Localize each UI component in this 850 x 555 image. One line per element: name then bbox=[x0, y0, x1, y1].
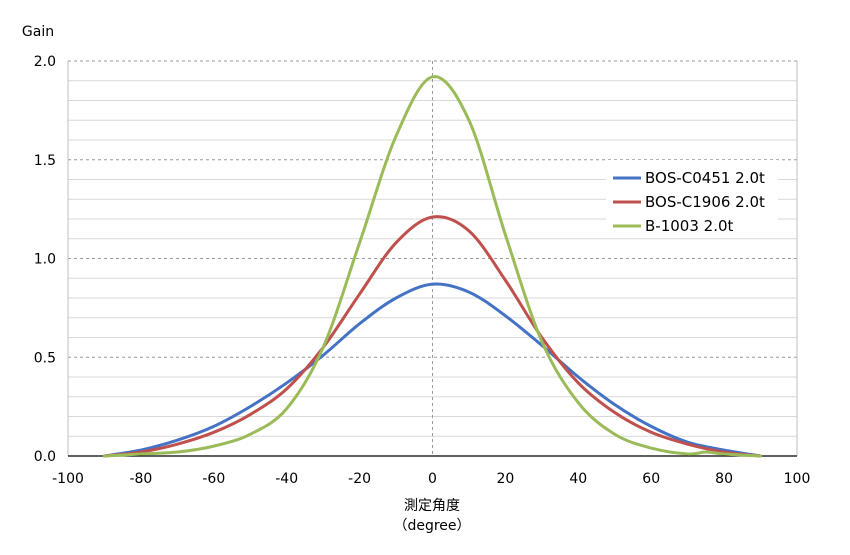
x-tick-label: 20 bbox=[496, 471, 514, 487]
legend-label: BOS-C0451 2.0t bbox=[645, 169, 765, 187]
series-line-1 bbox=[102, 282, 763, 458]
y-tick-label: 2.0 bbox=[34, 54, 56, 70]
x-axis-tick-labels: -100 -80 -60 -40 -20 0 20 40 60 80 100 bbox=[52, 471, 810, 487]
x-tick-label: -60 bbox=[202, 471, 225, 487]
x-tick-label: -20 bbox=[348, 471, 371, 487]
x-tick-label: 60 bbox=[642, 471, 660, 487]
x-tick-label: -80 bbox=[129, 471, 152, 487]
grid-lines bbox=[67, 60, 798, 457]
x-axis-title: 測定角度 bbox=[404, 498, 460, 514]
series-line-3 bbox=[102, 75, 763, 458]
y-axis-title: Gain bbox=[22, 24, 54, 40]
x-tick-label: 0 bbox=[428, 471, 437, 487]
series-line-2 bbox=[102, 215, 763, 458]
y-tick-label: 0.0 bbox=[34, 449, 56, 465]
y-axis-tick-labels: 0.0 0.5 1.0 1.5 2.0 bbox=[34, 54, 56, 465]
legend: BOS-C0451 2.0t BOS-C1906 2.0t B-1003 2.0t bbox=[606, 160, 778, 238]
legend-label: B-1003 2.0t bbox=[645, 217, 734, 235]
x-tick-label: -40 bbox=[275, 471, 298, 487]
x-tick-label: -100 bbox=[52, 471, 84, 487]
y-tick-label: 0.5 bbox=[34, 350, 56, 366]
x-tick-label: 80 bbox=[715, 471, 733, 487]
x-tick-label: 100 bbox=[784, 471, 811, 487]
legend-label: BOS-C1906 2.0t bbox=[645, 193, 765, 211]
y-tick-label: 1.0 bbox=[34, 252, 56, 268]
series-lines bbox=[102, 75, 763, 458]
y-tick-label: 1.5 bbox=[34, 153, 56, 169]
x-tick-label: 40 bbox=[569, 471, 587, 487]
x-axis-unit: （degree） bbox=[393, 518, 470, 534]
